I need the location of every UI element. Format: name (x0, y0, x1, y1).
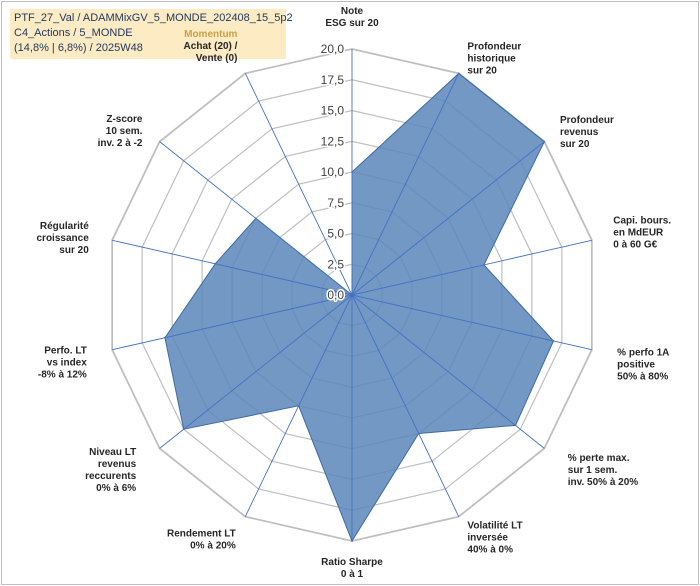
tick-label: 10,0 (321, 165, 345, 179)
axis-spoke (351, 294, 592, 351)
tick-label: 12,5 (321, 134, 345, 148)
axis-label: % perte max. sur 1 sem. inv. 50% à 20% (568, 453, 639, 488)
axis-spoke (159, 294, 353, 449)
tick-label: 2,5 (327, 257, 344, 271)
tick-label: 20,0 (321, 42, 345, 56)
axis-spoke (112, 239, 353, 296)
radar-tick-labels: 0,0 2,5 5,0 7,5 10,0 12,5 15,0 17,5 20,0 (319, 41, 346, 304)
axis-label: Ratio Sharpe 0 à 1 (321, 557, 383, 580)
axis-label: Profondeur revenus sur 20 (560, 115, 614, 150)
tick-label: 5,0 (327, 227, 344, 241)
chart-title-box: PTF_27_Val / ADAMMixGV_5_MONDE_202408_15… (10, 9, 293, 59)
axis-label: Rendement LT 0% à 20% (167, 528, 236, 551)
axis-label: Niveau LT revenus reccurents 0% à 6% (85, 447, 137, 494)
axis-label: Perfo. LT vs index -8% à 12% (38, 346, 87, 381)
axis-spoke (244, 294, 353, 517)
axis-spoke (112, 294, 353, 351)
tick-label: 7,5 (327, 196, 344, 210)
axis-spoke (351, 294, 460, 517)
tick-label: 0,0 (327, 288, 344, 302)
axis-spoke (244, 73, 353, 296)
axis-spoke (351, 294, 545, 449)
axis-spoke (159, 141, 353, 296)
title-portfolio: PTF_27_Val / ADAMMixGV_5_MONDE_202408_15… (14, 12, 293, 24)
axis-label: Volatilité LT inversée 40% à 0% (467, 521, 522, 556)
tick-label: 15,0 (321, 104, 345, 118)
axis-spoke (351, 141, 545, 296)
axis-label: % perfo 1A positive 50% à 80% (617, 348, 669, 383)
tick-label: 17,5 (321, 73, 345, 87)
radar-axis-labels: Note ESG sur 20 Profondeur historique sur 20… (37, 6, 672, 580)
axis-spoke (351, 239, 592, 296)
axis-spoke (351, 73, 460, 296)
axis-label: Profondeur historique sur 20 (467, 41, 521, 76)
axis-label: Note ESG sur 20 (325, 6, 379, 29)
axis-label: Régularité croissance sur 20 (37, 221, 90, 256)
axis-label: Z-score 10 sem. inv. 2 à -2 (98, 114, 143, 149)
axis-label: Capi. bours. en MdEUR 0 à 60 G€ (613, 215, 671, 250)
radar-spokes (112, 49, 592, 541)
title-category: C4_Actions / 5_MONDE (14, 27, 133, 39)
axis-label: Momentum Achat (20) / Vente (0) (184, 29, 238, 64)
title-stats: (14,8% | 6,8%) / 2025W48 (14, 42, 143, 54)
